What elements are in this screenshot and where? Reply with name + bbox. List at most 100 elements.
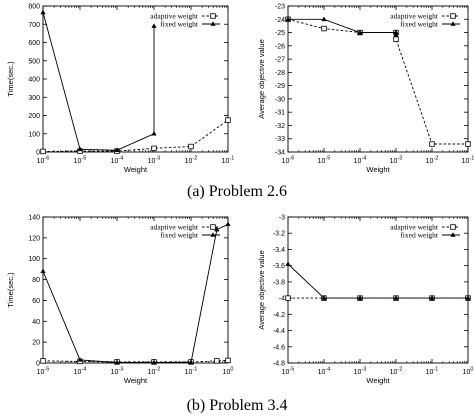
x-tick-label: 10-4 — [111, 156, 124, 166]
legend-marker — [210, 21, 216, 26]
chart-1: 0 100 200 300 400 500 600 700 800 10-6 10-5 10-4 10-… — [6, 4, 234, 175]
y-tick-label: 300 — [28, 95, 40, 102]
y-tick-label: -26 — [275, 43, 285, 50]
y-tick-label: 100 — [28, 131, 40, 138]
y-tick-label: 140 — [28, 215, 40, 222]
x-tick-label: 10-5 — [282, 367, 295, 377]
y-axis-label: Time(sec.) — [6, 272, 15, 308]
x-tick-label: 10-4 — [354, 156, 367, 166]
x-tick-label: 10-6 — [37, 156, 50, 166]
series-fixed-weight — [285, 16, 399, 37]
data-point — [465, 295, 471, 300]
caption-b: (b) Problem 3.4 — [187, 397, 288, 414]
data-point — [214, 358, 220, 364]
legend-marker — [450, 21, 456, 26]
x-axis-label: Weight — [366, 376, 390, 385]
data-point — [188, 143, 194, 150]
y-tick-label: 400 — [28, 77, 40, 84]
x-tick-label: 10-2 — [390, 367, 403, 377]
series-adaptive-weight — [285, 16, 471, 147]
x-axis-label: Weight — [124, 165, 148, 174]
x-tick-label: 10-6 — [282, 156, 295, 166]
series-adaptive-weight — [40, 117, 231, 155]
y-tick-label: 800 — [28, 4, 40, 11]
y-axis-label: Average objective value — [257, 250, 266, 330]
y-axis-label: Time(sec.) — [6, 61, 15, 97]
x-axis-label: Weight — [366, 165, 390, 174]
y-tick-label: -23 — [275, 4, 285, 11]
x-tick-label: 10-3 — [148, 156, 161, 166]
chart-2: -23 -24 -25 -26 -27 -28 -29 -30 -31 -32 -33 -3410-6… — [257, 4, 474, 175]
y-tick-label: -3.6 — [273, 263, 285, 270]
data-point — [214, 226, 220, 232]
y-tick-label: -33 — [275, 136, 285, 143]
legend-marker — [210, 224, 216, 230]
caption-a: (a) Problem 2.6 — [187, 183, 287, 200]
data-point — [285, 295, 291, 301]
data-point — [357, 295, 363, 300]
x-tick-label: 10-1 — [462, 156, 474, 166]
y-tick-label: 600 — [28, 40, 40, 47]
data-point — [285, 16, 291, 22]
data-point — [151, 130, 157, 136]
data-point — [225, 357, 231, 364]
data-point — [393, 36, 399, 42]
x-tick-label: 10-1 — [426, 367, 439, 377]
y-tick-label: -4.6 — [273, 344, 285, 351]
data-point — [40, 358, 46, 364]
plot-frame — [42, 216, 229, 364]
plot-frame — [42, 5, 229, 153]
series-fixed-weight — [285, 261, 471, 300]
data-point — [77, 357, 83, 362]
series-fixed-weight — [40, 9, 157, 152]
y-tick-label: 700 — [28, 22, 40, 29]
y-tick-label: -24 — [275, 17, 285, 24]
y-tick-label: -4 — [279, 296, 285, 303]
chart-4: -3 -3.2 -3.4 -3.6 -3.8 -4 -4.2 -4.4 -4.6 -4.810-5… — [257, 215, 473, 386]
data-point — [321, 295, 327, 300]
x-tick-label: 10-5 — [74, 156, 87, 166]
y-tick-label: -28 — [275, 70, 285, 77]
y-tick-label: -4.8 — [273, 361, 285, 368]
data-point — [357, 29, 363, 35]
legend-label: adaptive weight — [150, 12, 199, 21]
y-tick-label: -25 — [275, 30, 285, 37]
y-tick-label: -4.2 — [273, 312, 285, 319]
series-line — [42, 223, 229, 363]
data-point — [151, 145, 157, 152]
y-tick-label: -29 — [275, 83, 285, 90]
y-tick-label: 120 — [28, 235, 40, 242]
y-tick-label: -30 — [275, 96, 285, 103]
data-point — [151, 359, 157, 365]
data-point — [429, 295, 435, 300]
data-point — [321, 16, 327, 22]
y-tick-label: 80 — [32, 277, 40, 284]
series-fixed-weight — [40, 221, 231, 365]
data-point — [393, 295, 399, 300]
plot-frame — [287, 216, 469, 364]
x-tick-label: 100 — [463, 367, 474, 377]
x-tick-label: 10-3 — [390, 156, 403, 166]
legend-marker — [450, 224, 456, 230]
legend-marker — [450, 232, 456, 237]
y-tick-label: 20 — [32, 340, 40, 347]
y-tick-label: -4.4 — [273, 328, 285, 335]
y-tick-label: -32 — [275, 123, 285, 130]
x-tick-label: 10-3 — [354, 367, 367, 377]
data-point — [285, 261, 291, 266]
legend-label: fixed weight — [400, 20, 439, 29]
legend-label: adaptive weight — [390, 223, 439, 232]
data-point — [114, 147, 120, 152]
legend-label: fixed weight — [160, 231, 199, 240]
data-point — [40, 268, 46, 274]
data-point — [321, 25, 327, 32]
series-line — [287, 18, 468, 145]
data-point — [77, 146, 83, 152]
x-tick-label: 10-2 — [185, 156, 198, 166]
y-tick-label: 100 — [28, 256, 40, 263]
series-line — [287, 263, 468, 299]
